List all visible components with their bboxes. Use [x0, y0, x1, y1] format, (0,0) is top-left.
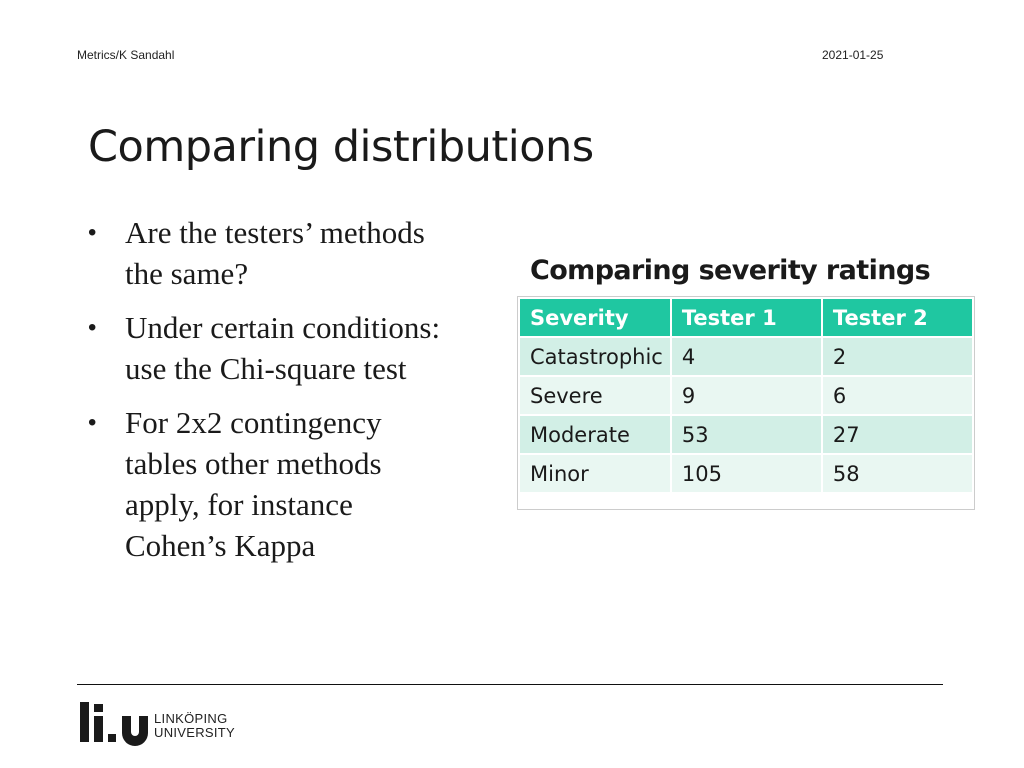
table-cell: 9	[669, 375, 823, 416]
footer-divider	[77, 684, 943, 685]
table-cell: Catastrophic	[518, 336, 672, 377]
bullet-item: • Under certain conditions: use the Chi-…	[85, 307, 455, 389]
header-cell-tester-1: Tester 1	[669, 297, 823, 338]
logo-line-1: LINKÖPING	[154, 711, 228, 726]
header-cell-tester-2: Tester 2	[820, 297, 975, 338]
table-cell: 53	[669, 414, 823, 455]
university-logo-icon	[80, 702, 148, 746]
header-author: Metrics/K Sandahl	[77, 48, 175, 62]
bullet-icon: •	[88, 314, 97, 341]
table-row: Severe 9 6	[518, 375, 975, 416]
table-cell: 27	[820, 414, 975, 455]
table-cell: 4	[669, 336, 823, 377]
bullet-item: • Are the testers’ methods the same?	[85, 212, 455, 294]
header-cell-severity: Severity	[518, 297, 672, 338]
bullet-list: • Are the testers’ methods the same? • U…	[85, 212, 455, 579]
bullet-icon: •	[88, 219, 97, 246]
table-cell: 58	[820, 453, 975, 494]
severity-table: Severity Tester 1 Tester 2 Catastrophic …	[518, 297, 975, 494]
bullet-icon: •	[88, 409, 97, 436]
table-row: Moderate 53 27	[518, 414, 975, 455]
slide-title: Comparing distributions	[88, 122, 594, 172]
table-cell: 2	[820, 336, 975, 377]
bullet-text: For 2x2 contingency tables other methods…	[125, 405, 382, 563]
university-name: LINKÖPING UNIVERSITY	[154, 712, 235, 740]
table-row: Minor 105 58	[518, 453, 975, 494]
table-cell: Minor	[518, 453, 672, 494]
bullet-text: Are the testers’ methods the same?	[125, 215, 425, 291]
table-cell: 6	[820, 375, 975, 416]
logo-line-2: UNIVERSITY	[154, 725, 236, 740]
table-header-row: Severity Tester 1 Tester 2	[518, 297, 975, 338]
table-row: Catastrophic 4 2	[518, 336, 975, 377]
bullet-item: • For 2x2 contingency tables other metho…	[85, 402, 455, 566]
table-cell: Moderate	[518, 414, 672, 455]
header-date: 2021-01-25	[822, 48, 884, 62]
table-cell: Severe	[518, 375, 672, 416]
table-cell: 105	[669, 453, 823, 494]
bullet-text: Under certain conditions: use the Chi-sq…	[125, 310, 441, 386]
table-title: Comparing severity ratings	[530, 255, 931, 286]
